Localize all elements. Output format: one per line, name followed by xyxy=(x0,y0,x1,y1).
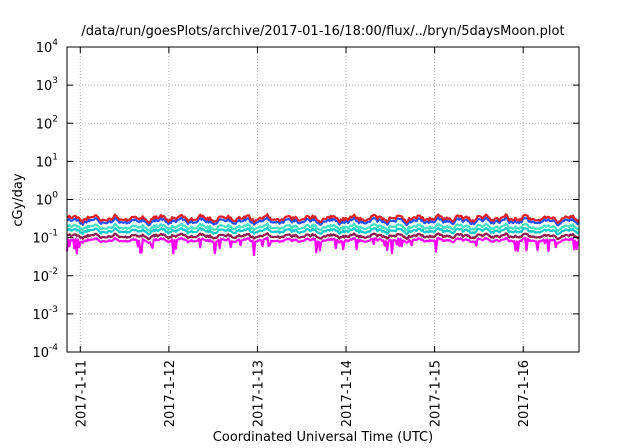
chart-title: /data/run/goesPlots/archive/2017-01-16/1… xyxy=(81,24,564,39)
y-tick-label: 103 xyxy=(36,76,58,94)
y-tick-label: 10-1 xyxy=(32,229,58,247)
series-line xyxy=(66,213,580,224)
x-tick-label: 2017-1-14 xyxy=(340,360,355,427)
x-axis-label: Coordinated Universal Time (UTC) xyxy=(213,430,433,445)
y-tick-label: 102 xyxy=(36,114,58,132)
y-axis: 104 103 102 101 100 10-1 10-2 10-3 10-4 xyxy=(32,38,579,361)
y-tick-label: 104 xyxy=(36,38,59,56)
x-tick-label: 2017-1-16 xyxy=(517,360,532,427)
y-tick-label: 101 xyxy=(36,152,58,170)
y-tick-label: 10-3 xyxy=(32,305,58,323)
x-tick-label: 2017-1-12 xyxy=(163,360,178,427)
x-axis: 2017-1-11 2017-1-12 2017-1-13 2017-1-14 2017… xyxy=(74,47,532,427)
series-line xyxy=(66,226,580,236)
x-tick-label: 2017-1-11 xyxy=(74,360,89,427)
series-line xyxy=(65,236,580,256)
y-tick-label: 100 xyxy=(36,191,59,209)
series-line xyxy=(66,232,580,241)
y-tick-label: 10-4 xyxy=(32,343,58,361)
y-axis-label: cGy/day xyxy=(11,173,26,227)
grid xyxy=(67,47,579,352)
x-tick-label: 2017-1-15 xyxy=(429,360,444,427)
series-group xyxy=(65,213,580,256)
series-line xyxy=(66,222,580,232)
y-tick-label: 10-2 xyxy=(32,267,58,285)
series-line xyxy=(66,216,580,227)
x-tick-label: 2017-1-13 xyxy=(251,360,266,427)
